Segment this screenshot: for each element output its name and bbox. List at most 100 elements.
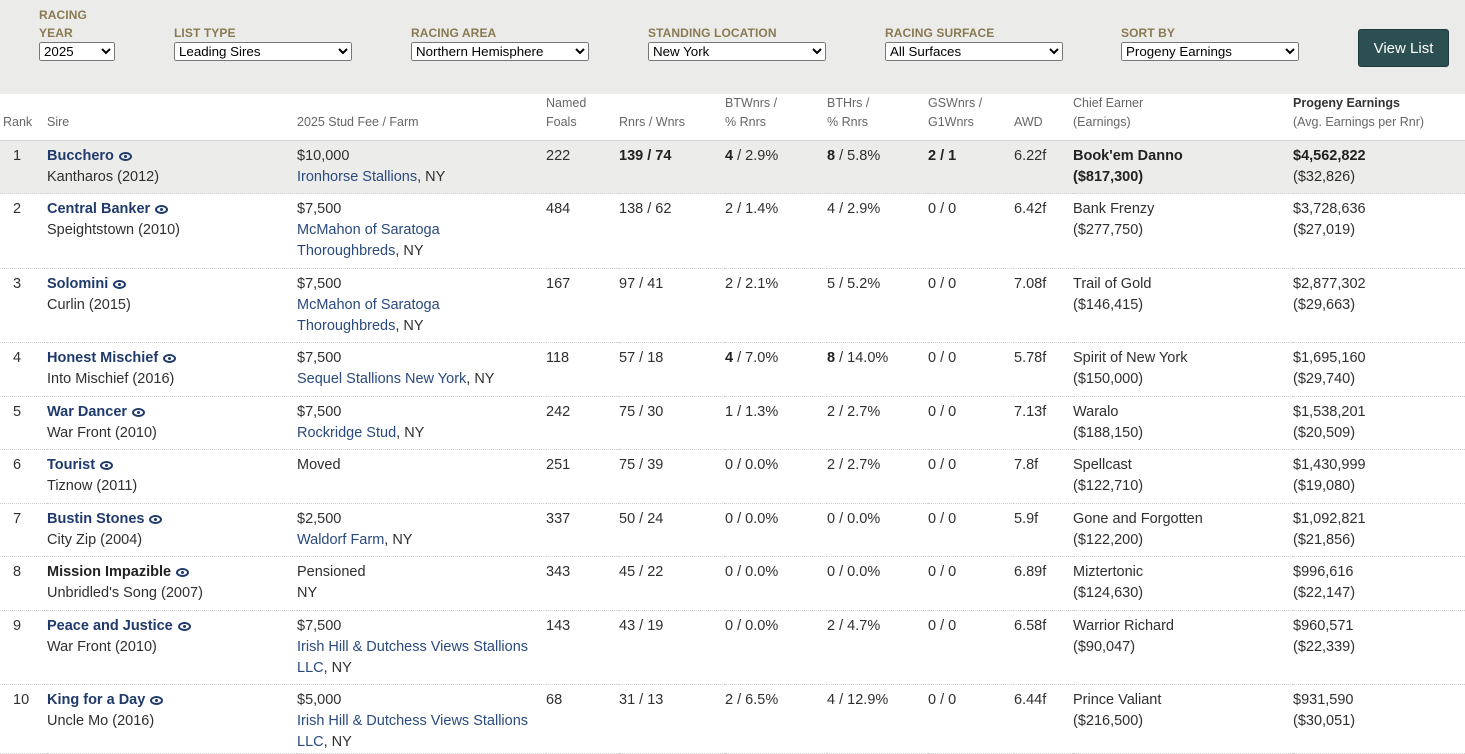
header-stud-fee[interactable]: 2025 Stud Fee / Farm — [297, 94, 546, 141]
header-rank[interactable]: Rank — [0, 94, 47, 141]
list-type-select[interactable]: Leading Sires — [174, 42, 352, 61]
standing-location-label: Standing Location — [648, 26, 777, 40]
foals-cell: 68 — [546, 684, 619, 754]
bt-horses: 2 — [827, 457, 836, 473]
chief-earner-name: Book'em Danno — [1073, 148, 1183, 164]
bt-winners: 0 — [725, 457, 734, 473]
sire-link[interactable]: War Dancer — [47, 404, 128, 420]
runners-cell: 97 / 41 — [619, 268, 725, 343]
runners-cell: 45 / 22 — [619, 556, 725, 611]
header-chief-earner[interactable]: Chief Earner (Earnings) — [1073, 94, 1293, 141]
eye-icon[interactable] — [176, 568, 190, 577]
winners-count: 39 — [647, 457, 664, 473]
btw-cell: 0 / 0.0% — [725, 503, 827, 557]
farm-link[interactable]: McMahon of Saratoga — [297, 222, 440, 238]
sire-cell: War Dancer War Front (2010) — [47, 396, 297, 450]
farm-link[interactable]: Ironhorse Stallions — [297, 169, 418, 185]
header-progeny-earnings[interactable]: Progeny Earnings (Avg. Earnings per Rnr) — [1293, 94, 1465, 141]
gs-winners: 0 — [928, 350, 937, 366]
awd-cell: 5.78f — [1014, 342, 1073, 397]
sire-cell: Mission Impazible Unbridled's Song (2007) — [47, 556, 297, 611]
header-runners-winners[interactable]: Rnrs / Wnrs — [619, 94, 725, 141]
chief-earner-name: Prince Valiant — [1073, 692, 1162, 708]
farm-link[interactable]: McMahon of Saratoga — [297, 297, 440, 313]
avg-earnings: ($27,019) — [1293, 222, 1356, 238]
chief-earner-earnings: ($188,150) — [1073, 425, 1144, 441]
list-type-label: List Type — [174, 26, 236, 40]
filter-sort-by: Sort By — [1121, 24, 1175, 42]
farm-link[interactable]: Irish Hill & Dutchess Views Stallions — [297, 639, 529, 655]
foals-cell: 118 — [546, 342, 619, 397]
racing-area-select[interactable]: Northern Hemisphere — [411, 42, 589, 61]
runners-count: 45 — [619, 564, 636, 580]
sire-pedigree: Tiznow (2011) — [47, 478, 138, 494]
sort-by-select[interactable]: Progeny Earnings — [1121, 42, 1299, 61]
sire-link[interactable]: Central Banker — [47, 201, 151, 217]
standing-location-select[interactable]: New York — [648, 42, 826, 61]
farm-link[interactable]: Sequel Stallions New York — [297, 371, 467, 387]
gsw-cell: 0 / 0 — [928, 684, 1014, 754]
sire-link[interactable]: Bustin Stones — [47, 511, 145, 527]
farm-link[interactable]: Irish Hill & Dutchess Views Stallions — [297, 713, 529, 729]
header-sire[interactable]: Sire — [47, 94, 297, 141]
chief-earner-name: Warrior Richard — [1073, 618, 1174, 634]
racing-surface-select[interactable]: All Surfaces — [885, 42, 1063, 61]
foals-cell: 484 — [546, 193, 619, 269]
sire-cell: Bustin Stones City Zip (2004) — [47, 503, 297, 557]
eye-icon[interactable] — [177, 622, 191, 631]
bt-winners: 0 — [725, 564, 734, 580]
bt-horses: 2 — [827, 618, 836, 634]
table-row: 4 Honest Mischief Into Mischief (2016) $7,5… — [0, 342, 1465, 397]
racing-year-select[interactable]: 2025 — [39, 42, 115, 61]
btw-cell: 2 / 1.4% — [725, 193, 827, 269]
fee-cell: Moved — [297, 449, 546, 504]
sire-link[interactable]: Honest Mischief — [47, 350, 159, 366]
header-gs-winners[interactable]: GSWnrs / G1Wnrs — [928, 94, 1014, 141]
sire-link[interactable]: Mission Impazible — [47, 564, 172, 580]
eye-icon[interactable] — [155, 205, 169, 214]
chief-earner-name: Trail of Gold — [1073, 276, 1152, 292]
header-bt-winners[interactable]: BTWnrs / % Rnrs — [725, 94, 827, 141]
fee-cell: $7,500 McMahon of Saratoga Thoroughbreds, … — [297, 193, 546, 269]
bth-cell: 0 / 0.0% — [827, 556, 928, 611]
sire-link[interactable]: Peace and Justice — [47, 618, 173, 634]
eye-icon[interactable] — [163, 354, 177, 363]
chief-earner-name: Gone and Forgotten — [1073, 511, 1203, 527]
bt-horses-pct: 4.7% — [847, 618, 881, 634]
farm-link-cont[interactable]: Thoroughbreds — [297, 243, 396, 259]
farm-link-cont[interactable]: LLC — [297, 734, 324, 750]
chief-earner-earnings: ($124,630) — [1073, 585, 1144, 601]
winners-count: 19 — [647, 618, 664, 634]
sire-link[interactable]: King for a Day — [47, 692, 146, 708]
farm-link[interactable]: Waldorf Farm — [297, 532, 385, 548]
table-row: 1 Bucchero Kantharos (2012) $10,000 Ironhors… — [0, 140, 1465, 194]
sire-link[interactable]: Bucchero — [47, 148, 114, 164]
eye-icon[interactable] — [149, 515, 163, 524]
chief-earner-earnings: ($90,047) — [1073, 639, 1136, 655]
eye-icon[interactable] — [113, 280, 127, 289]
filter-bar: RACING YEAR 2025 List Type Leading Sires … — [0, 0, 1465, 94]
bt-winners-pct: 0.0% — [745, 457, 779, 473]
gs-winners: 2 — [928, 148, 937, 164]
eye-icon[interactable] — [132, 408, 146, 417]
eye-icon[interactable] — [150, 696, 164, 705]
eye-icon[interactable] — [100, 461, 114, 470]
eye-icon[interactable] — [118, 152, 132, 161]
progeny-earnings: $960,571 — [1293, 618, 1354, 634]
sire-link[interactable]: Solomini — [47, 276, 109, 292]
rank-cell: 3 — [0, 268, 47, 343]
bth-cell: 4 / 2.9% — [827, 193, 928, 269]
farm-link[interactable]: Rockridge Stud — [297, 425, 397, 441]
awd-cell: 7.8f — [1014, 449, 1073, 504]
header-awd[interactable]: AWD — [1014, 94, 1073, 141]
header-named-foals[interactable]: Named Foals — [546, 94, 619, 141]
chief-earner-earnings: ($146,415) — [1073, 297, 1144, 313]
header-bt-horses[interactable]: BTHrs / % Rnrs — [827, 94, 928, 141]
sire-link[interactable]: Tourist — [47, 457, 96, 473]
view-list-button[interactable]: View List — [1358, 29, 1449, 67]
sire-cell: Peace and Justice War Front (2010) — [47, 610, 297, 685]
bth-cell: 2 / 4.7% — [827, 610, 928, 685]
winners-count: 62 — [655, 201, 672, 217]
farm-link-cont[interactable]: Thoroughbreds — [297, 318, 396, 334]
farm-link-cont[interactable]: LLC — [297, 660, 324, 676]
